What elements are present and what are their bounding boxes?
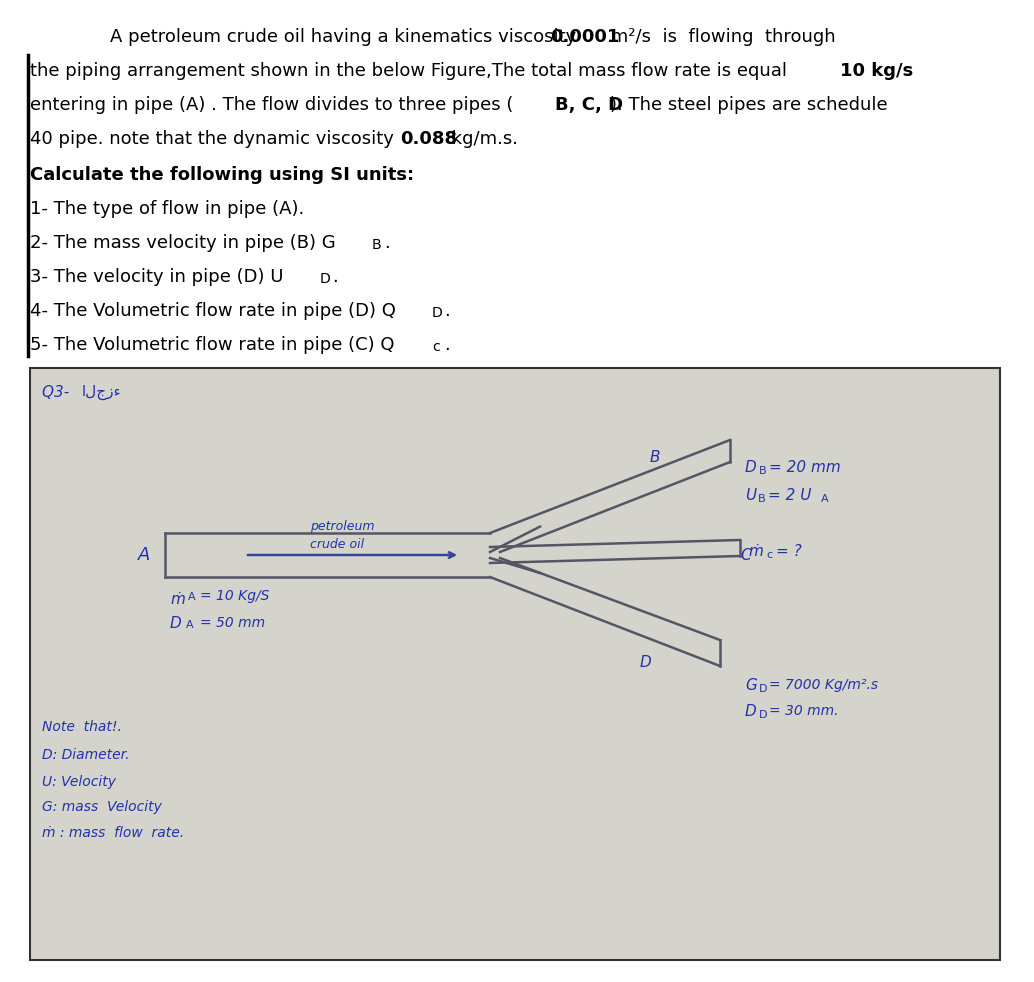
Text: D: Diameter.: D: Diameter. — [42, 748, 129, 762]
Text: B: B — [758, 494, 765, 504]
Text: .: . — [332, 268, 338, 286]
Text: .: . — [444, 302, 450, 320]
Text: D: D — [746, 704, 757, 719]
Text: A: A — [188, 592, 195, 602]
Text: D: D — [759, 710, 767, 720]
Text: kg/m.s.: kg/m.s. — [446, 130, 518, 148]
Text: crude oil: crude oil — [310, 538, 364, 551]
Text: petroleum: petroleum — [310, 520, 374, 533]
Text: A: A — [186, 620, 193, 630]
Text: B: B — [759, 466, 766, 476]
Text: B, C, D: B, C, D — [555, 96, 624, 114]
Text: D: D — [746, 460, 757, 475]
Text: 4- The Volumetric flow rate in pipe (D) Q: 4- The Volumetric flow rate in pipe (D) … — [30, 302, 396, 320]
Text: U: U — [746, 488, 756, 503]
Text: G: G — [746, 678, 757, 693]
Text: ṁ: ṁ — [170, 592, 185, 607]
Text: D: D — [432, 306, 443, 320]
Text: B: B — [372, 238, 382, 252]
Text: 1- The type of flow in pipe (A).: 1- The type of flow in pipe (A). — [30, 200, 304, 218]
Text: = 50 mm: = 50 mm — [200, 616, 265, 630]
Text: 0.0001: 0.0001 — [550, 28, 619, 46]
Text: ṁ : mass  flow  rate.: ṁ : mass flow rate. — [42, 826, 184, 840]
Text: الجزء: الجزء — [82, 385, 122, 401]
Text: 2- The mass velocity in pipe (B) G: 2- The mass velocity in pipe (B) G — [30, 234, 336, 252]
Text: C: C — [740, 548, 751, 563]
Text: U: Velocity: U: Velocity — [42, 775, 116, 789]
Text: = 7000 Kg/m².s: = 7000 Kg/m².s — [769, 678, 878, 692]
Text: D: D — [320, 272, 331, 286]
Text: ṁ: ṁ — [748, 544, 763, 559]
Text: = 10 Kg/S: = 10 Kg/S — [200, 589, 270, 603]
Text: 3- The velocity in pipe (D) U: 3- The velocity in pipe (D) U — [30, 268, 283, 286]
Text: the piping arrangement shown in the below Figure,The total mass flow rate is equ: the piping arrangement shown in the belo… — [30, 62, 793, 80]
Text: D: D — [759, 684, 767, 694]
Text: = ?: = ? — [776, 544, 801, 559]
Text: .: . — [444, 336, 450, 354]
Text: .: . — [384, 234, 390, 252]
Text: c: c — [432, 340, 439, 354]
Text: Q3-: Q3- — [42, 385, 74, 400]
Text: = 30 mm.: = 30 mm. — [769, 704, 839, 718]
Text: D: D — [170, 616, 182, 631]
Text: Calculate the following using SI units:: Calculate the following using SI units: — [30, 166, 415, 184]
Text: 5- The Volumetric flow rate in pipe (C) Q: 5- The Volumetric flow rate in pipe (C) … — [30, 336, 395, 354]
Text: A petroleum crude oil having a kinematics viscosity: A petroleum crude oil having a kinematic… — [110, 28, 582, 46]
Text: = 2 U: = 2 U — [768, 488, 812, 503]
Text: G: mass  Velocity: G: mass Velocity — [42, 800, 162, 814]
Text: entering in pipe (A) . The flow divides to three pipes (: entering in pipe (A) . The flow divides … — [30, 96, 519, 114]
Text: B: B — [650, 450, 661, 465]
Text: D: D — [640, 655, 651, 670]
Text: ). The steel pipes are schedule: ). The steel pipes are schedule — [610, 96, 887, 114]
Text: = 20 mm: = 20 mm — [769, 460, 841, 475]
Text: m²/s  is  flowing  through: m²/s is flowing through — [605, 28, 835, 46]
Text: 0.088: 0.088 — [400, 130, 457, 148]
Text: 10 kg/s: 10 kg/s — [840, 62, 913, 80]
Text: c: c — [766, 550, 772, 560]
Text: A: A — [138, 546, 150, 564]
Text: 40 pipe. note that the dynamic viscosity: 40 pipe. note that the dynamic viscosity — [30, 130, 399, 148]
Text: A: A — [821, 494, 828, 504]
Bar — [30, 368, 1000, 960]
Text: Note  that!.: Note that!. — [42, 720, 122, 734]
